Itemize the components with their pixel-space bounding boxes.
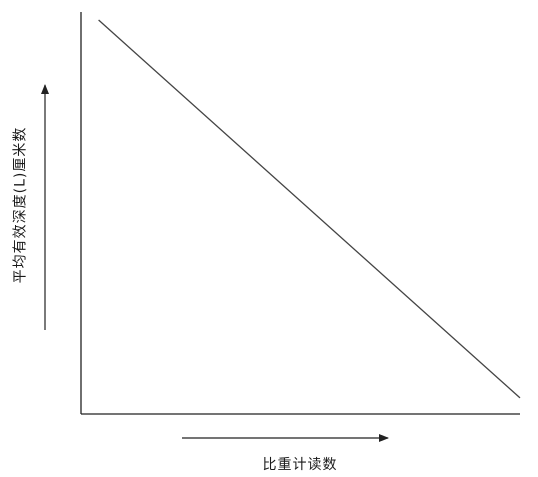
y-axis-label-container: 平均有效深度(L)厘米数 (2, 80, 36, 330)
x-axis-label: 比重计读数 (262, 457, 338, 473)
y-axis-label: 平均有效深度(L)厘米数 (12, 126, 29, 284)
series-line-0 (98, 19, 521, 399)
plot-area (98, 19, 521, 399)
